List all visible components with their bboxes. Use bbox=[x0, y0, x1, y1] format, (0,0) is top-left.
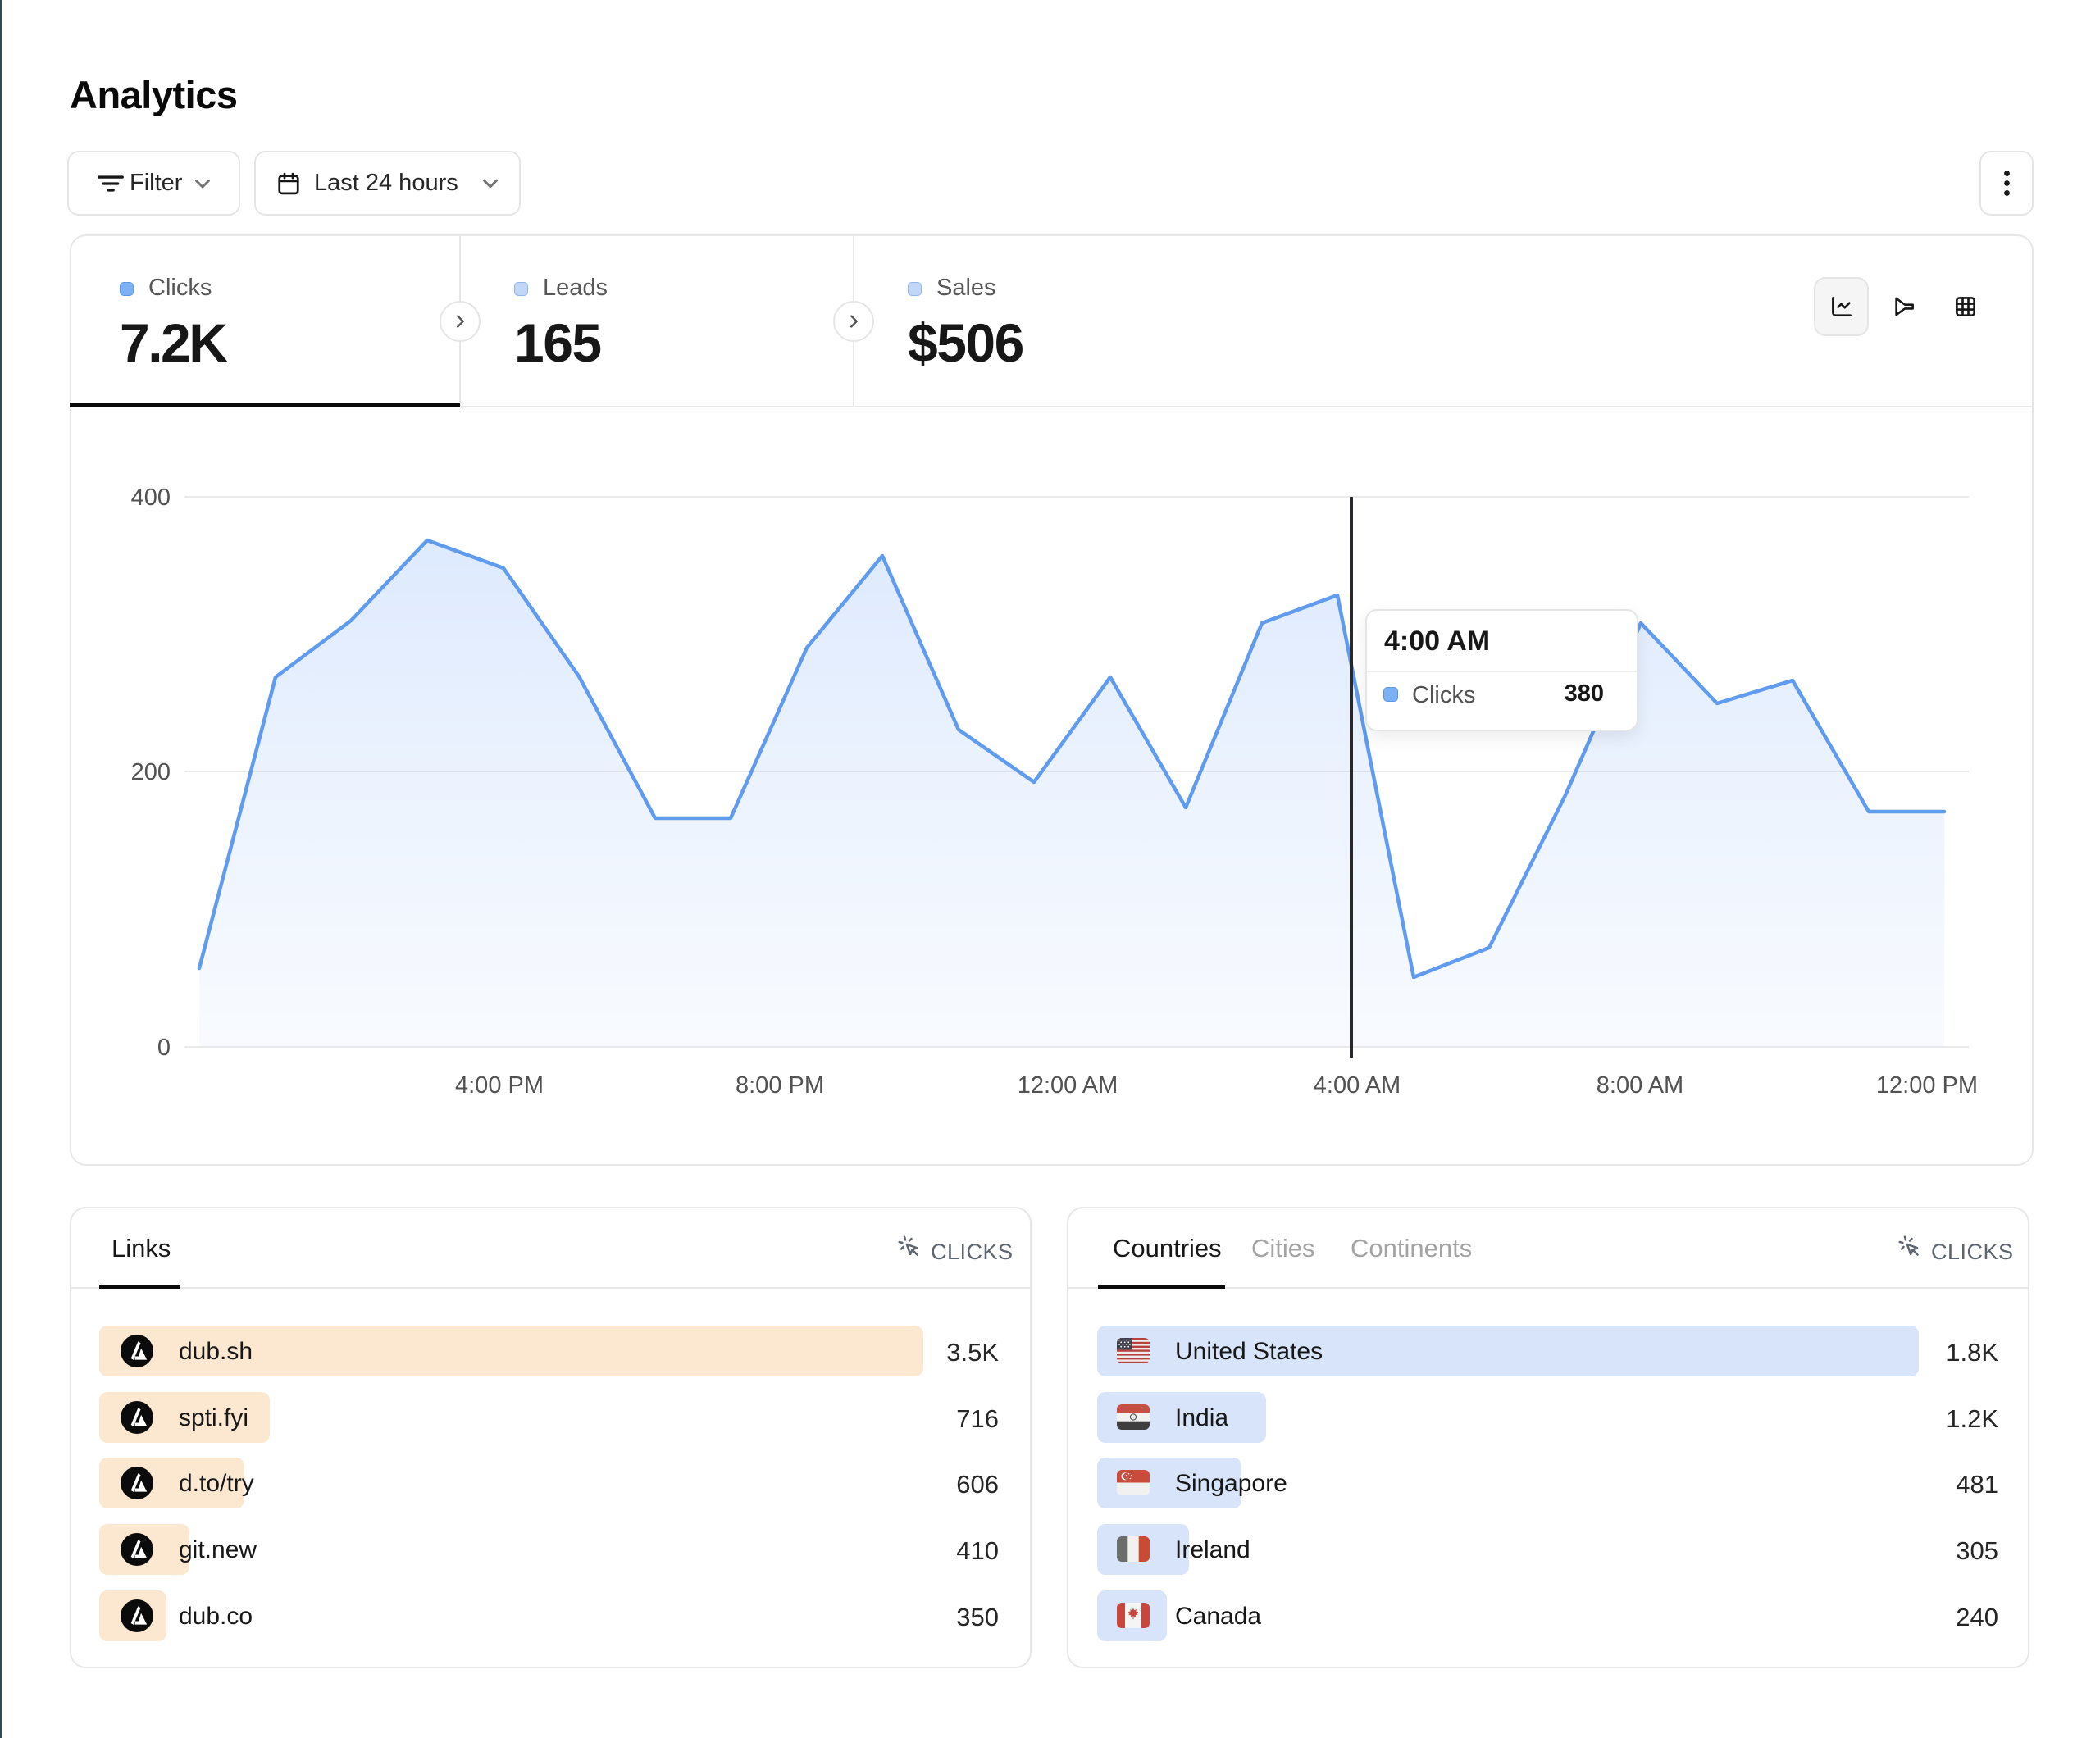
svg-text:4:00 PM: 4:00 PM bbox=[455, 1072, 544, 1099]
svg-text:200: 200 bbox=[131, 759, 171, 785]
svg-text:8:00 AM: 8:00 AM bbox=[1597, 1072, 1683, 1099]
svg-text:4:00 AM: 4:00 AM bbox=[1314, 1072, 1401, 1099]
svg-text:12:00 AM: 12:00 AM bbox=[1018, 1072, 1118, 1099]
svg-text:400: 400 bbox=[131, 485, 171, 511]
svg-text:8:00 PM: 8:00 PM bbox=[736, 1072, 824, 1099]
svg-text:0: 0 bbox=[157, 1035, 171, 1061]
svg-text:12:00 PM: 12:00 PM bbox=[1876, 1072, 1978, 1099]
